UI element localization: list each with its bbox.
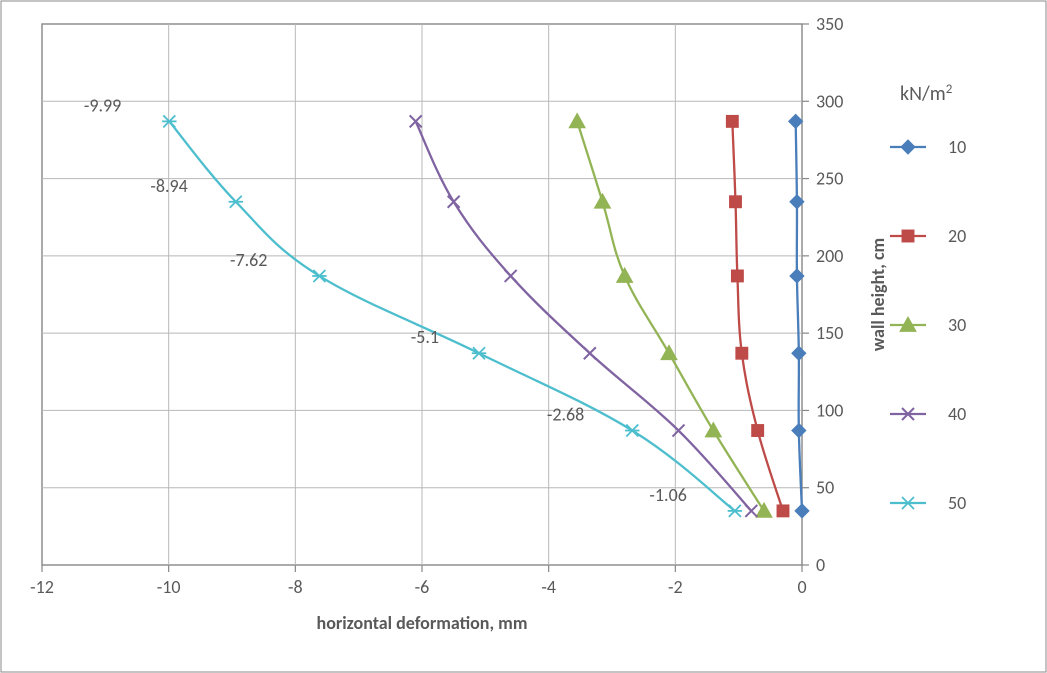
data-label: -5.1: [411, 326, 439, 348]
x-tick-label: -8: [288, 576, 303, 598]
data-label: -9.99: [84, 94, 121, 116]
y-tick-label: 150: [816, 322, 843, 344]
legend-title: kN/m2: [900, 82, 953, 107]
x-tick-label: 0: [797, 576, 806, 598]
x-axis-label: horizontal deformation, mm: [317, 612, 528, 634]
x-tick-label: -6: [415, 576, 430, 598]
x-tick-label: -2: [668, 576, 683, 598]
y-tick-label: 200: [816, 245, 843, 267]
y-axis-label: wall height, cm: [867, 238, 889, 351]
y-tick-label: 250: [816, 168, 843, 190]
x-tick-label: -12: [30, 576, 54, 598]
y-tick-label: 50: [816, 477, 834, 499]
y-tick-label: 0: [816, 554, 825, 576]
data-label: -8.94: [150, 175, 187, 197]
data-label: -2.68: [547, 404, 584, 426]
legend-label: 10: [948, 136, 966, 158]
data-label: -1.06: [649, 484, 686, 506]
legend: kN/m2 10 20 30 40 50: [890, 82, 966, 515]
legend-label: 50: [948, 492, 966, 514]
legend-label: 40: [948, 403, 966, 425]
y-tick-label: 100: [816, 399, 843, 421]
x-tick-label: -10: [157, 576, 181, 598]
data-label: -7.62: [230, 249, 267, 271]
chart-container: -12 -10 -8 -6 -4 -2 00 50 100 150 200 250 300 350 hori…: [0, 0, 1047, 673]
y-tick-label: 350: [816, 13, 843, 35]
legend-label: 30: [948, 314, 966, 336]
legend-label: 20: [948, 225, 966, 247]
line-chart: -12 -10 -8 -6 -4 -2 00 50 100 150 200 250 300 350 hori…: [0, 0, 1047, 673]
x-tick-label: -4: [541, 576, 556, 598]
y-tick-label: 300: [816, 90, 843, 112]
